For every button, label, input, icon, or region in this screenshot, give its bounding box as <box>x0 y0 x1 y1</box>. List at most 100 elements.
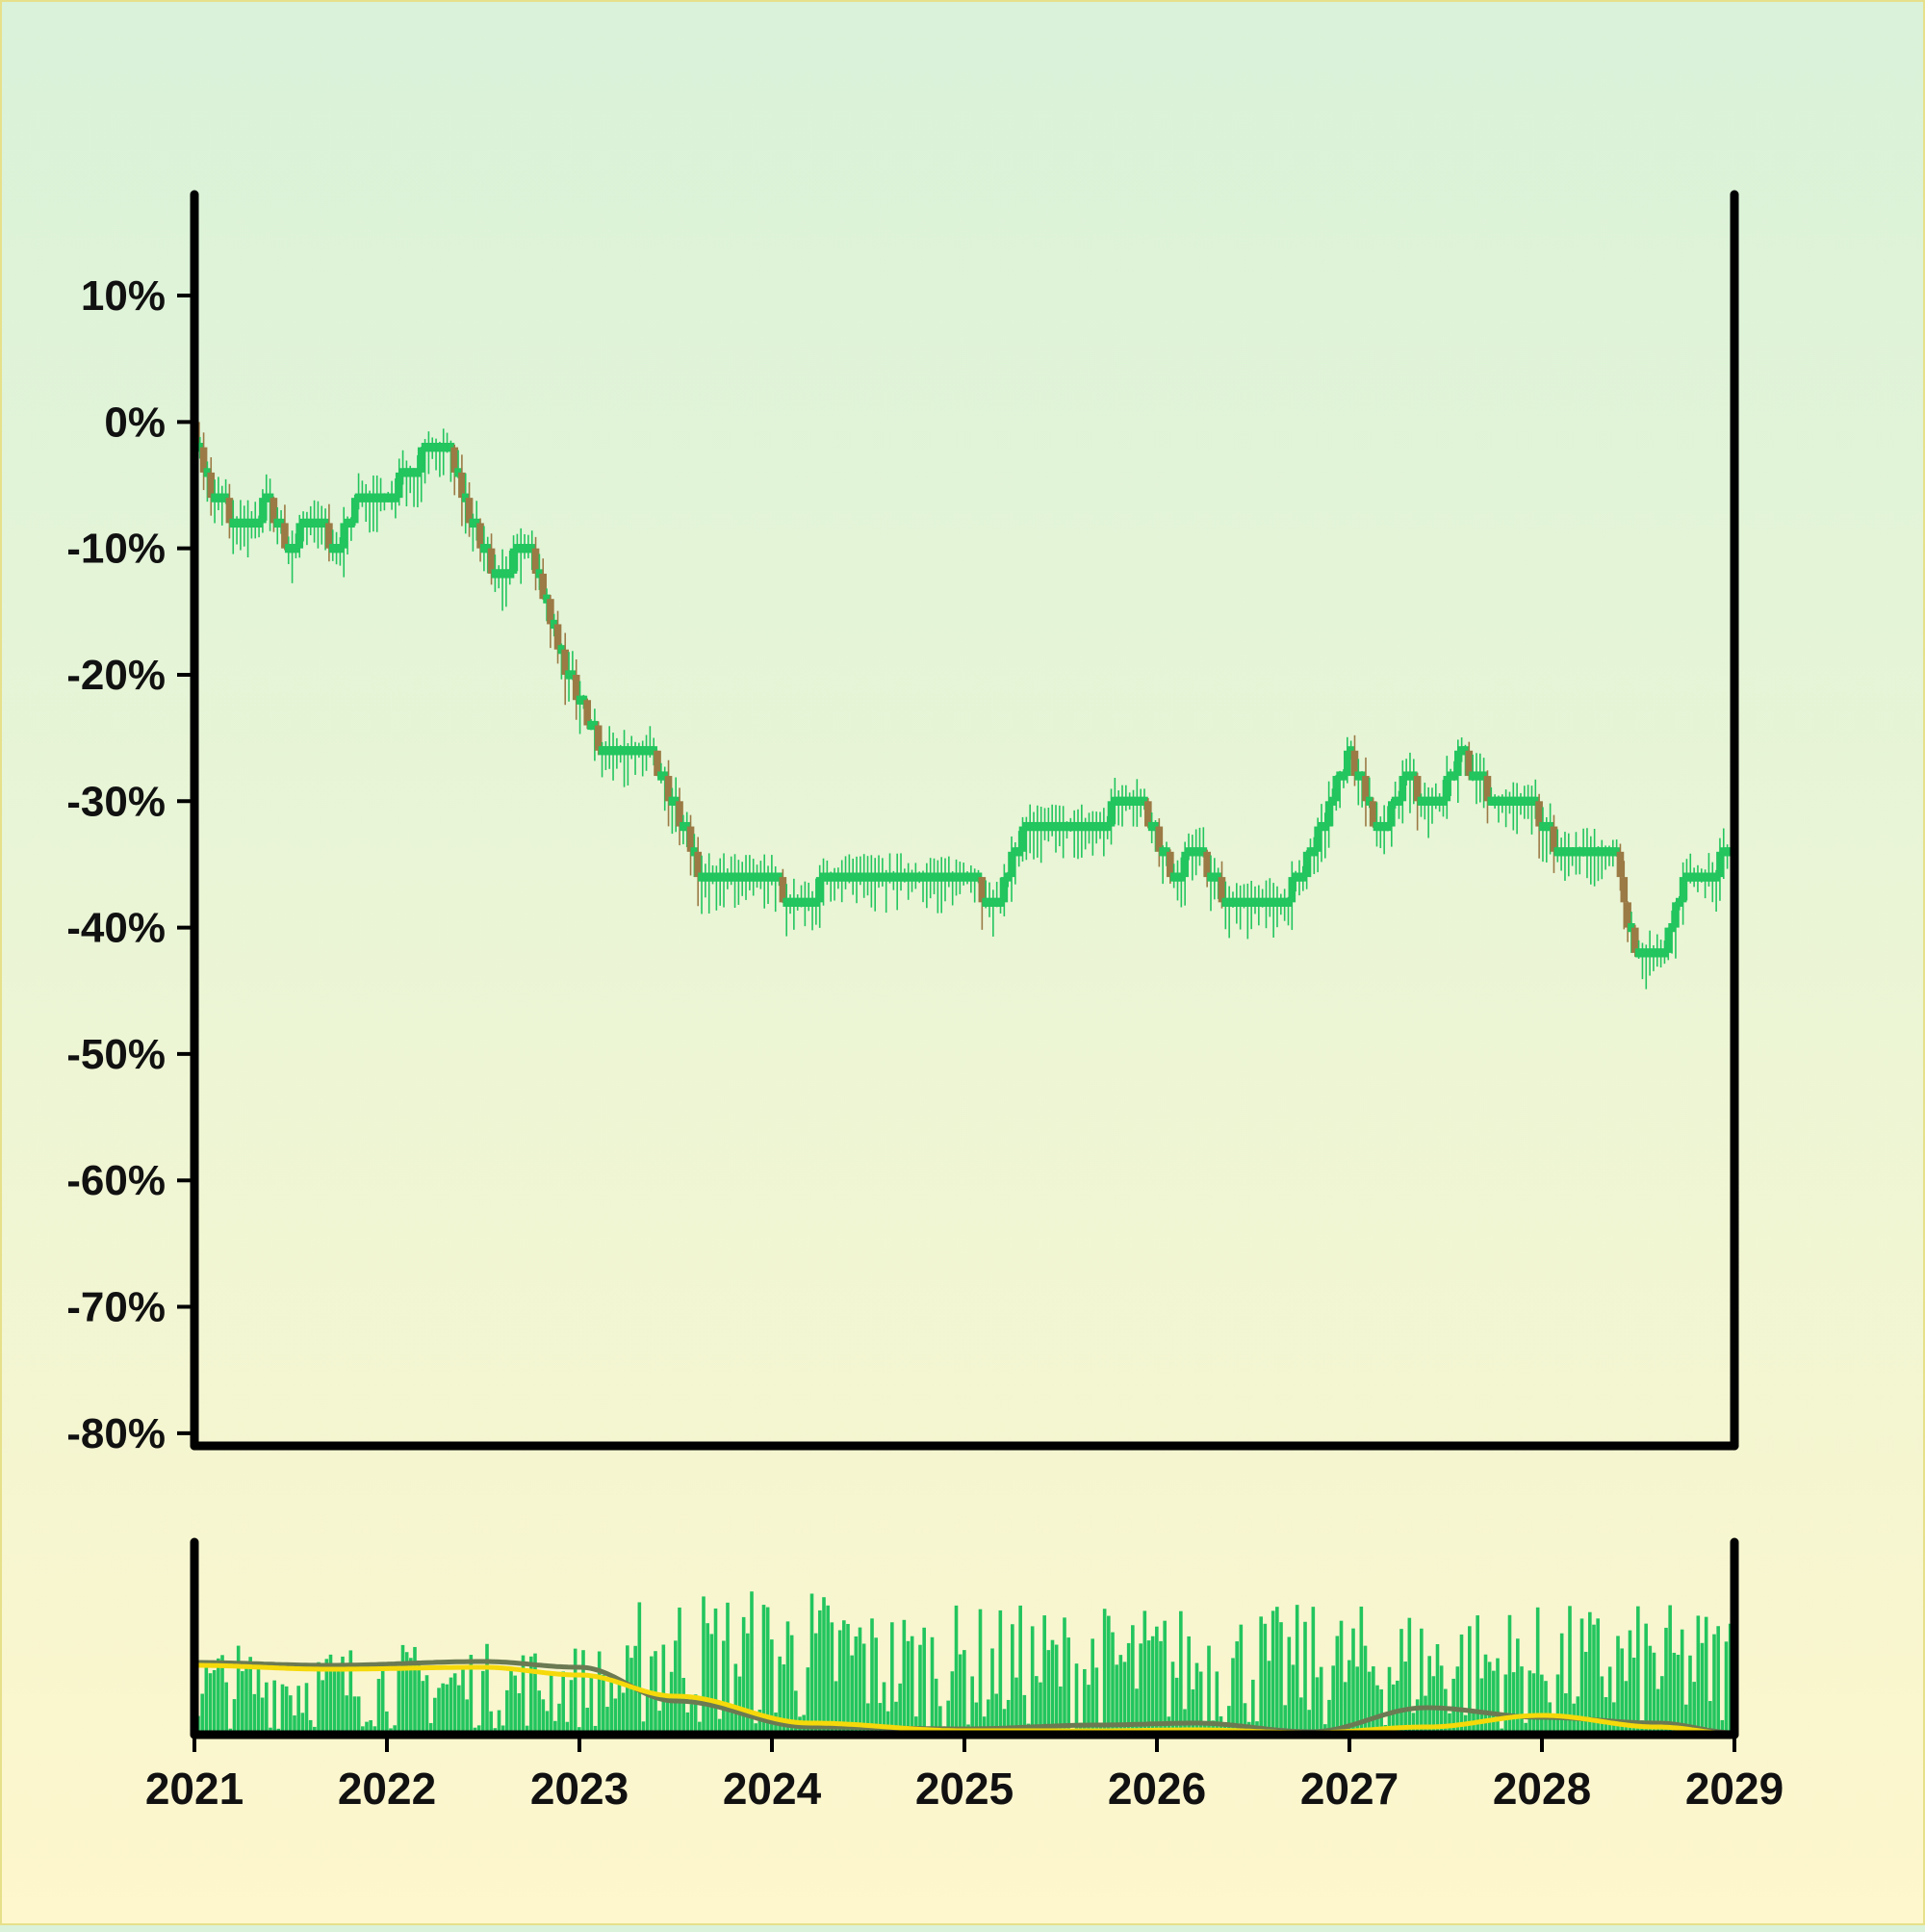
volume-bar-166 <box>861 1643 866 1735</box>
volume-bar-127 <box>706 1623 709 1735</box>
candle-body-100 <box>561 649 570 675</box>
candle-body-378 <box>1586 847 1595 857</box>
candle-body-157 <box>771 872 780 882</box>
volume-bar-287 <box>1348 1660 1351 1735</box>
candle-body-162 <box>790 897 798 907</box>
candle-body-225 <box>1022 821 1031 832</box>
volume-bar-234 <box>1135 1688 1139 1735</box>
volume-bar-119 <box>674 1640 678 1735</box>
volume-bar-224 <box>1094 1667 1099 1735</box>
candle-body-80 <box>487 548 496 574</box>
volume-bar-352 <box>1607 1666 1612 1735</box>
candle-body-177 <box>845 872 854 882</box>
candle-body-306 <box>1322 821 1329 832</box>
x-tick-label-8: 2029 <box>1685 1764 1784 1814</box>
candle-body-47 <box>366 493 373 502</box>
volume-bar-380 <box>1720 1719 1725 1735</box>
volume-bar-140 <box>757 1710 762 1735</box>
volume-bar-98 <box>589 1676 594 1735</box>
candle-body-74 <box>465 498 474 524</box>
candle-body-24 <box>281 523 289 549</box>
volume-bar-347 <box>1588 1611 1592 1735</box>
candle-body-349 <box>1479 771 1488 781</box>
candle-body-337 <box>1435 796 1444 806</box>
candle-body-260 <box>1151 821 1160 832</box>
volume-bar-165 <box>858 1627 862 1735</box>
volume-bar-124 <box>693 1694 698 1735</box>
volume-bar-167 <box>866 1703 870 1735</box>
candle-body-25 <box>284 544 293 554</box>
candle-body-228 <box>1034 821 1041 832</box>
candle-body-239 <box>1074 821 1082 832</box>
candle-body-286 <box>1247 897 1255 907</box>
volume-bar-232 <box>1126 1642 1131 1735</box>
candle-body-69 <box>447 443 455 452</box>
volume-bar-172 <box>886 1711 890 1735</box>
volume-bar-50 <box>397 1668 401 1735</box>
volume-bar-354 <box>1616 1636 1620 1735</box>
volume-bar-129 <box>713 1608 718 1735</box>
candle-body-109 <box>594 725 603 751</box>
candle-body-343 <box>1457 746 1466 756</box>
candle-body-185 <box>875 872 883 882</box>
candle-body-22 <box>273 518 282 528</box>
volume-bar-275 <box>1299 1697 1303 1735</box>
candle-body-81 <box>491 569 500 579</box>
volume-bar-240 <box>1159 1640 1163 1735</box>
volume-bar-148 <box>789 1635 794 1735</box>
candle-body-392 <box>1638 948 1647 958</box>
candle-body-125 <box>654 750 661 777</box>
volume-bar-43 <box>369 1720 372 1735</box>
candle-body-200 <box>930 872 938 882</box>
volume-bar-254 <box>1215 1671 1219 1735</box>
volume-bar-72 <box>485 1643 489 1735</box>
volume-bar-174 <box>894 1701 898 1735</box>
volume-bar-111 <box>641 1721 646 1735</box>
candle-body-181 <box>860 872 868 882</box>
y-tick-label-4: -30% <box>66 778 166 825</box>
candle-body-298 <box>1292 872 1299 882</box>
candle-body-413 <box>1716 851 1724 878</box>
candle-body-154 <box>760 872 768 882</box>
candle-body-33 <box>314 518 322 528</box>
candle-body-122 <box>642 746 651 756</box>
candle-body-211 <box>970 872 979 882</box>
candle-body-199 <box>926 872 935 882</box>
candle-body-261 <box>1155 826 1164 852</box>
volume-bar-298 <box>1391 1684 1396 1735</box>
volume-bar-314 <box>1455 1666 1460 1735</box>
candle-body-325 <box>1391 796 1399 806</box>
candle-body-61 <box>417 447 425 473</box>
candle-body-34 <box>318 518 326 528</box>
volume-bar-328 <box>1511 1672 1516 1735</box>
candle-body-128 <box>664 776 673 802</box>
candle-body-190 <box>893 872 901 882</box>
candle-body-4 <box>207 472 216 499</box>
volume-bar-197 <box>987 1699 990 1735</box>
volume-bar-142 <box>765 1607 770 1735</box>
candle-body-151 <box>749 872 757 882</box>
candle-body-356 <box>1505 796 1514 806</box>
candle-body-90 <box>525 544 532 554</box>
volume-bar-213 <box>1050 1639 1055 1735</box>
candle-body-214 <box>982 897 989 907</box>
candle-body-146 <box>731 872 739 882</box>
candle-body-55 <box>395 472 403 499</box>
volume-bar-47 <box>385 1711 389 1735</box>
candle-body-58 <box>406 468 415 477</box>
candle-body-399 <box>1664 927 1673 953</box>
candle-body-339 <box>1443 776 1451 802</box>
volume-bar-248 <box>1191 1688 1195 1735</box>
volume-bar-265 <box>1259 1616 1263 1735</box>
candle-body-174 <box>834 872 842 882</box>
candle-body-264 <box>1167 851 1174 878</box>
volume-bar-202 <box>1006 1699 1011 1735</box>
volume-bar-45 <box>376 1679 381 1735</box>
volume-bar-297 <box>1387 1666 1392 1735</box>
y-tick-label-3: -20% <box>66 652 166 699</box>
candle-body-380 <box>1594 847 1603 857</box>
volume-bar-81 <box>521 1655 526 1735</box>
volume-bar-319 <box>1476 1615 1479 1735</box>
volume-bar-336 <box>1544 1681 1548 1735</box>
volume-bar-21 <box>280 1684 285 1735</box>
